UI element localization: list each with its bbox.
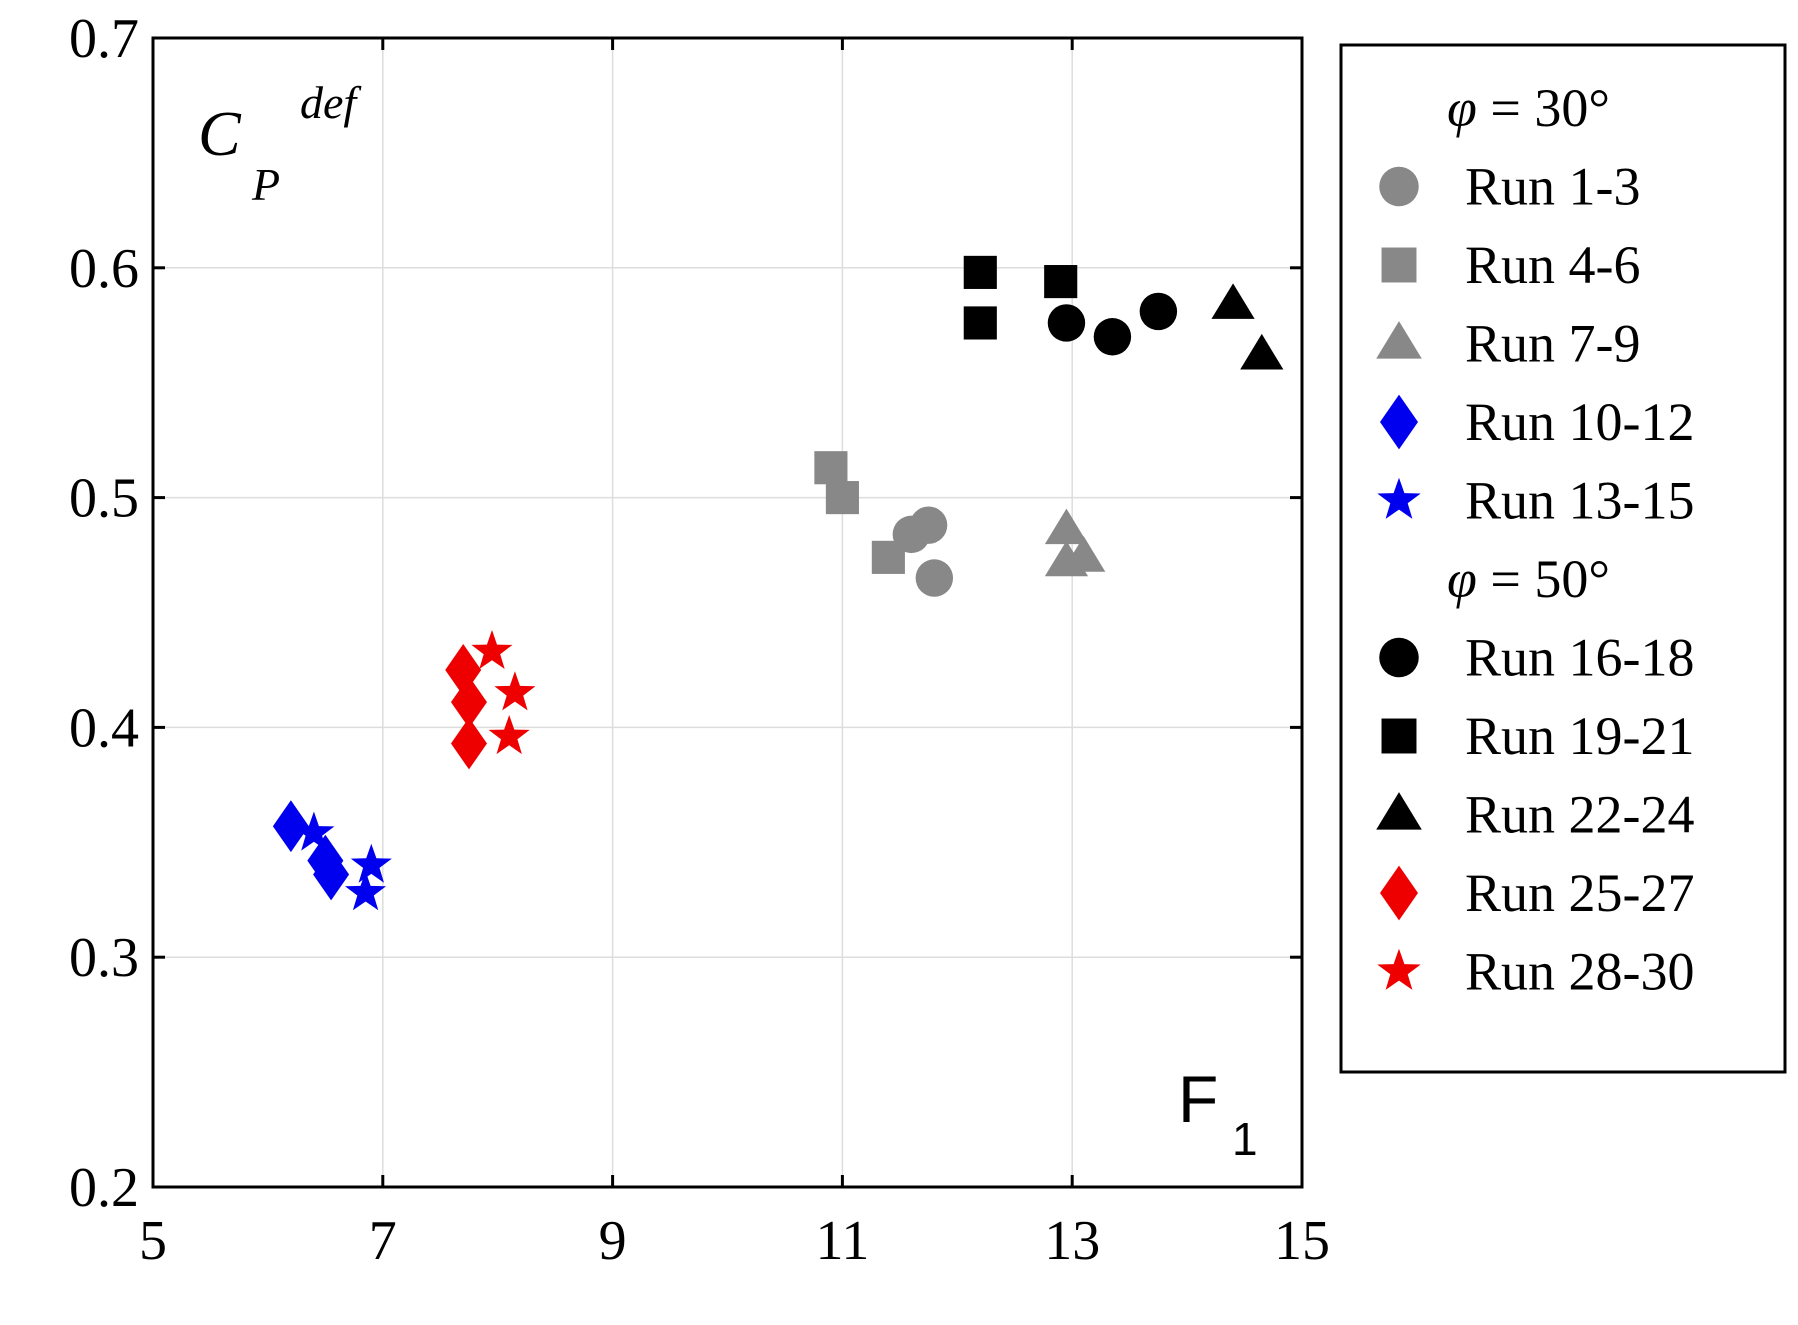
data-point-circle	[915, 559, 954, 597]
legend-items: φ = 30° Run 1-3 Run 4-6 Run 7-9 Run 10-12 Run…	[1376, 78, 1695, 1002]
x-axis-label-subscript: 1	[1232, 1113, 1258, 1165]
data-point-diamond	[272, 800, 309, 853]
data-point-circle	[1047, 304, 1086, 342]
legend: φ = 30° Run 1-3 Run 4-6 Run 7-9 Run 10-12 Run…	[1339, 43, 1787, 1074]
data-point-star	[471, 630, 513, 669]
y-tick-label: 0.7	[69, 8, 139, 70]
data-point-diamond	[450, 717, 487, 770]
x-tick-label: 9	[599, 1210, 627, 1272]
data-point-circle	[1139, 292, 1178, 331]
data-point-diamond	[450, 676, 487, 729]
axis-ticks: 5 7 9 11 13 15 0.2 0.3 0.4 0.5 0.6 0.7	[69, 8, 1330, 1272]
data-point-triangle	[1211, 283, 1255, 319]
data-point-square	[825, 481, 859, 515]
legend-entry-label: Run 4-6	[1465, 235, 1641, 295]
legend-marker-circle	[1379, 637, 1419, 678]
data-point-square	[1044, 265, 1078, 299]
legend-entry-label: Run 19-21	[1465, 706, 1695, 766]
y-axis-label-subscript: P	[251, 159, 280, 210]
legend-marker-triangle	[1376, 321, 1422, 359]
data-point-star	[345, 871, 387, 911]
legend-entry-label: Run 10-12	[1465, 392, 1695, 452]
data-point-star	[350, 843, 392, 883]
data-point-square	[963, 255, 997, 289]
legend-entry-label: Run 25-27	[1465, 863, 1695, 923]
legend-marker-square	[1381, 718, 1417, 754]
y-axis-label: C	[198, 98, 242, 169]
data-point-star	[488, 715, 530, 755]
data-point-diamond	[445, 644, 482, 696]
grid-lines	[152, 37, 1303, 1188]
legend-entry-label: Run 16-18	[1465, 628, 1695, 688]
legend-entry-label: Run 7-9	[1465, 314, 1641, 374]
legend-marker-diamond	[1380, 394, 1418, 450]
legend-marker-triangle	[1376, 792, 1422, 830]
legend-marker-circle	[1379, 166, 1419, 207]
data-point-circle	[909, 506, 948, 544]
y-tick-label: 0.4	[69, 697, 139, 759]
y-tick-label: 0.6	[69, 238, 139, 300]
legend-group-header: φ = 30°	[1447, 78, 1610, 138]
data-point-triangle	[1062, 536, 1106, 572]
legend-marker-diamond	[1380, 865, 1418, 921]
data-point-star	[494, 671, 536, 711]
plot-area-frame	[151, 36, 1304, 1189]
data-point-square	[963, 306, 997, 340]
data-point-square	[871, 540, 905, 574]
legend-entry-label: Run 1-3	[1465, 157, 1641, 217]
x-tick-label: 7	[369, 1210, 397, 1272]
data-point-star	[293, 811, 335, 851]
y-axis-label-superscript: def	[300, 77, 362, 128]
x-tick-label: 13	[1044, 1210, 1100, 1272]
data-points	[272, 255, 1284, 911]
y-tick-label: 0.2	[69, 1157, 139, 1219]
legend-marker-star	[1377, 948, 1421, 990]
data-point-square	[814, 451, 848, 485]
x-tick-label: 15	[1274, 1210, 1330, 1272]
data-point-diamond	[313, 848, 350, 901]
legend-box	[1339, 43, 1787, 1074]
legend-entry-label: Run 22-24	[1465, 785, 1695, 845]
x-axis-label: F	[1178, 1062, 1218, 1136]
data-point-triangle	[1240, 333, 1284, 370]
y-tick-label: 0.5	[69, 468, 139, 530]
y-tick-label: 0.3	[69, 927, 139, 989]
data-point-circle	[1093, 318, 1132, 356]
x-tick-label: 11	[815, 1210, 869, 1272]
legend-marker-star	[1377, 477, 1421, 519]
legend-entry-label: Run 28-30	[1465, 942, 1695, 1002]
x-tick-label: 5	[139, 1210, 167, 1272]
data-point-triangle	[1044, 508, 1089, 545]
legend-marker-square	[1381, 247, 1417, 283]
legend-entry-label: Run 13-15	[1465, 471, 1695, 531]
legend-group-header: φ = 50°	[1447, 549, 1610, 609]
